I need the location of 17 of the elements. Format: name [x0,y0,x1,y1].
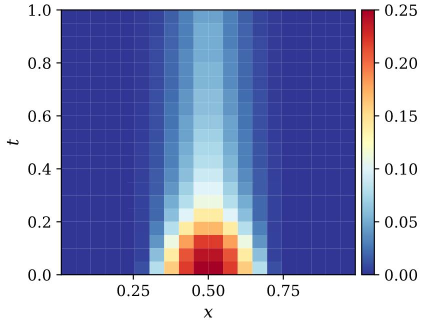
y-tick-label: 0.8 [28,57,51,69]
x-tick-label: 0.25 [117,284,150,296]
x-tick-label: 0.50 [192,284,224,296]
y-tick-label: 0.4 [28,163,51,175]
color-bar-label: 0.25 [385,4,417,16]
color-bar-label: 0.10 [385,163,418,175]
y-tick-label: 0.6 [28,110,51,122]
y-tick-label: 0.2 [28,216,50,228]
color-bar-label: 0.05 [385,216,417,228]
x-tick-label: 0.75 [267,284,300,296]
y-tick-label: 1.0 [29,4,51,16]
x-axis-title: x [204,308,213,318]
color-bar-label: 0.15 [385,110,417,122]
y-axis-title: t [6,138,19,145]
y-tick-label: 0.0 [28,269,51,281]
color-bar-label: 0.20 [385,57,418,69]
color-bar-label: 0.00 [385,269,418,281]
